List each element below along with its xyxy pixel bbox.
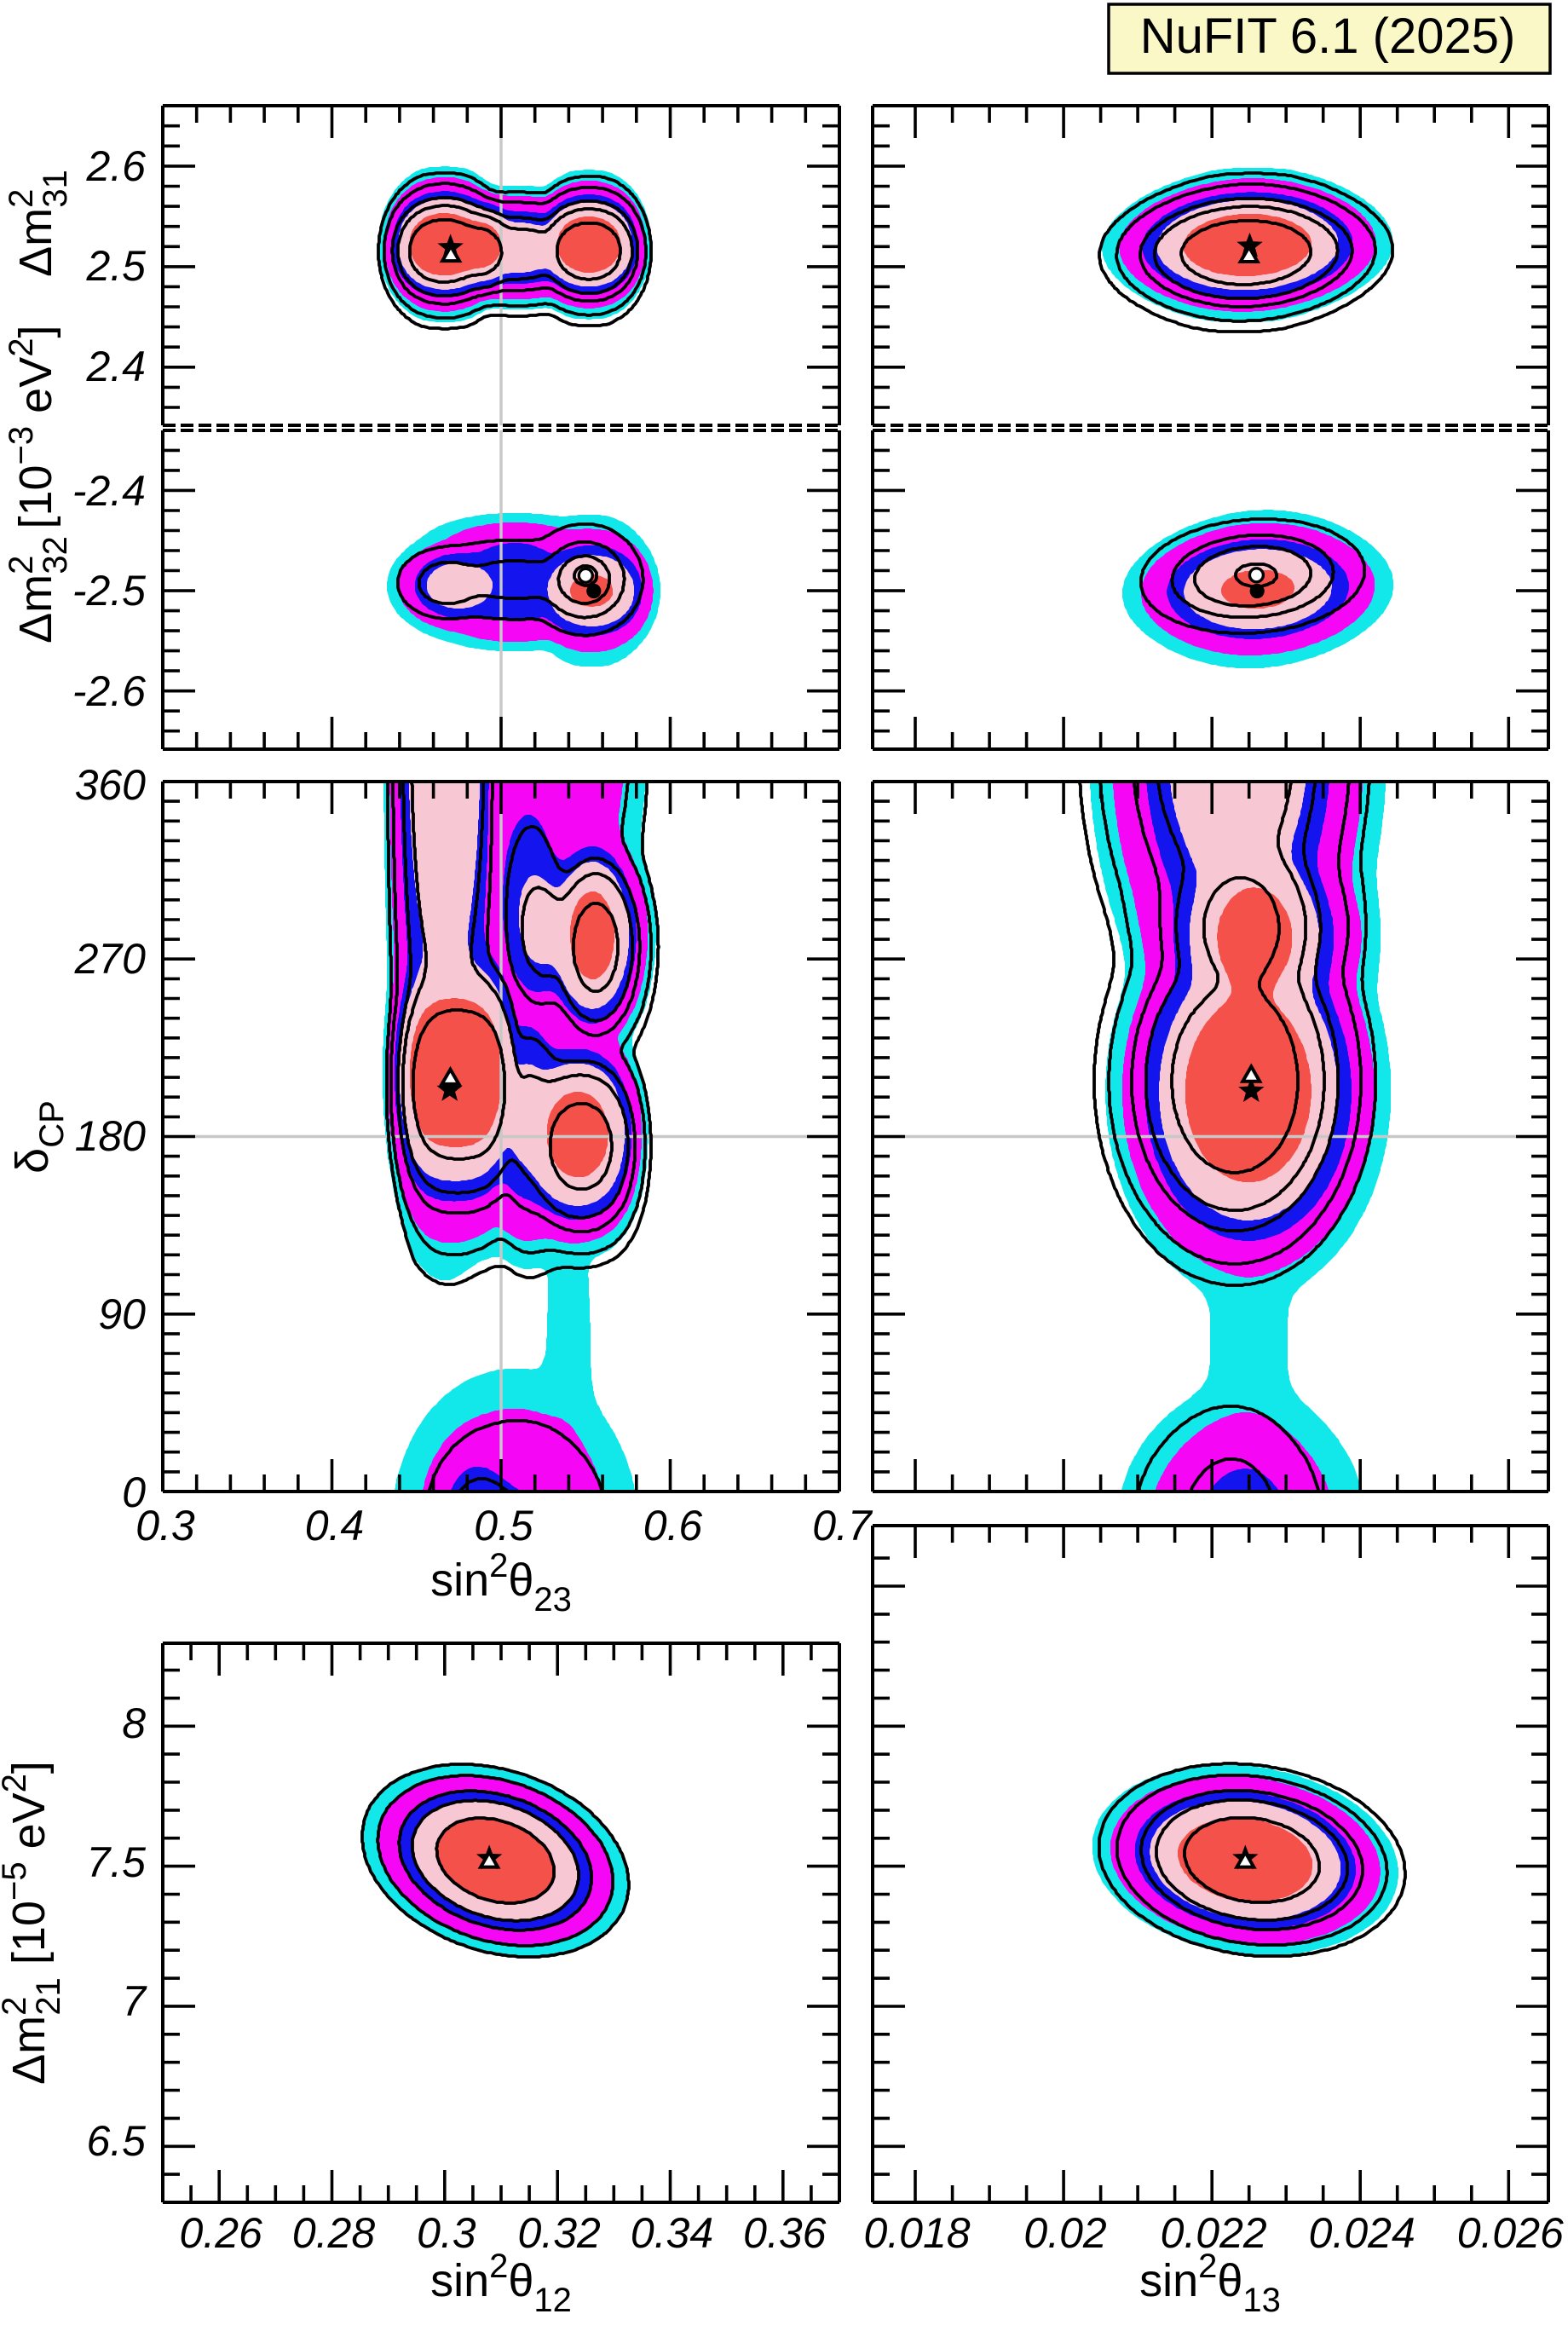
svg-text:360: 360	[75, 761, 147, 809]
svg-text:0.28: 0.28	[292, 2209, 376, 2257]
svg-text:2.5: 2.5	[85, 242, 146, 290]
svg-text:0: 0	[122, 1469, 146, 1516]
svg-text:0.3: 0.3	[135, 1502, 195, 1549]
svg-text:0.5: 0.5	[474, 1502, 533, 1549]
svg-text:90: 90	[98, 1290, 146, 1338]
svg-text:0.26: 0.26	[180, 2209, 263, 2257]
svg-text:6.5: 6.5	[86, 2117, 146, 2165]
svg-text:7.5: 7.5	[86, 1838, 146, 1886]
svg-text:0.4: 0.4	[305, 1502, 365, 1549]
svg-text:0.36: 0.36	[743, 2209, 827, 2257]
svg-text:-2.6: -2.6	[72, 667, 146, 715]
svg-text:0.3: 0.3	[417, 2209, 476, 2257]
svg-text:0.018: 0.018	[863, 2209, 970, 2257]
svg-text:0.022: 0.022	[1161, 2209, 1267, 2257]
svg-text:0.34: 0.34	[631, 2209, 713, 2257]
svg-text:180: 180	[75, 1112, 147, 1160]
svg-text:0.02: 0.02	[1023, 2209, 1107, 2257]
svg-text:NuFIT 6.1 (2025): NuFIT 6.1 (2025)	[1140, 9, 1516, 64]
svg-text:0.7: 0.7	[812, 1502, 873, 1549]
svg-text:8: 8	[122, 1699, 146, 1747]
svg-text:-2.5: -2.5	[72, 567, 146, 615]
svg-text:2.4: 2.4	[85, 343, 146, 390]
svg-text:2.6: 2.6	[85, 142, 146, 190]
svg-text:0.32: 0.32	[518, 2209, 602, 2257]
svg-text:-2.4: -2.4	[72, 467, 146, 515]
svg-text:0.6: 0.6	[643, 1502, 703, 1549]
svg-text:0.026: 0.026	[1457, 2209, 1564, 2257]
svg-text:270: 270	[74, 935, 147, 983]
svg-text:0.024: 0.024	[1309, 2209, 1415, 2257]
svg-text:7: 7	[122, 1977, 147, 2025]
